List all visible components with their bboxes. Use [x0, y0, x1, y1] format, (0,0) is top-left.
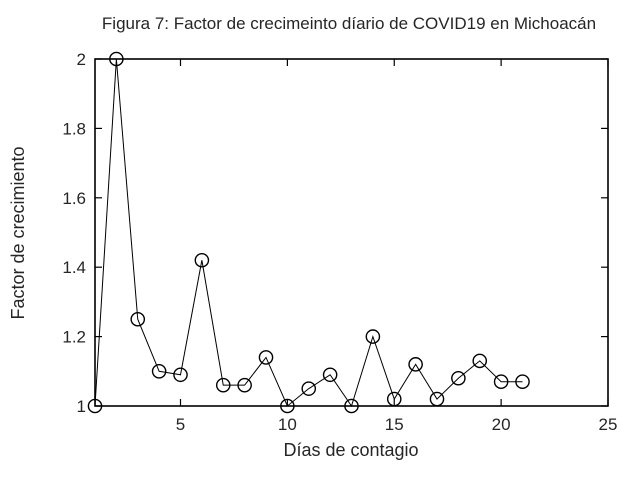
- plot-border: [94, 58, 609, 407]
- data-point: [87, 398, 103, 414]
- data-point: [493, 374, 509, 390]
- plot-frame: [94, 58, 609, 407]
- data-point: [173, 367, 188, 383]
- data-point: [365, 329, 381, 344]
- data-point: [344, 398, 359, 414]
- data-series: [87, 51, 530, 414]
- data-point: [130, 311, 146, 327]
- x-tick-label: 10: [278, 415, 297, 434]
- y-tick-label: 1.8: [62, 119, 86, 138]
- data-point: [472, 353, 488, 369]
- series-line: [94, 58, 523, 408]
- data-point: [280, 398, 295, 414]
- data-point: [386, 391, 402, 407]
- data-point: [451, 370, 466, 386]
- x-axis-label: Días de contagio: [283, 440, 418, 460]
- data-point: [151, 363, 167, 379]
- data-point: [215, 377, 231, 393]
- y-tick-label: 1.2: [62, 328, 86, 347]
- data-point: [237, 377, 252, 393]
- x-tick-label: 15: [385, 415, 404, 434]
- data-point: [194, 252, 210, 268]
- data-point: [109, 51, 124, 67]
- y-tick-label: 1.6: [62, 189, 86, 208]
- data-point: [515, 374, 530, 390]
- data-point: [322, 367, 338, 383]
- data-point: [429, 391, 445, 407]
- y-tick-label: 1.4: [62, 258, 86, 277]
- axis-ticks: [95, 58, 609, 407]
- data-point: [258, 350, 274, 365]
- tick-labels: 5 10 15 20 25 1 1.2 1.4 1.6 1.8 2: [62, 50, 617, 434]
- chart-title: Figura 7: Factor de crecimeinto díario d…: [102, 14, 596, 33]
- x-tick-label: 20: [492, 415, 511, 434]
- x-tick-label: 5: [176, 415, 185, 434]
- x-tick-label: 25: [599, 415, 618, 434]
- y-axis-label: Factor de crecimiento: [8, 146, 28, 319]
- data-point: [301, 381, 317, 396]
- y-tick-label: 1: [77, 397, 86, 416]
- data-point: [408, 357, 423, 372]
- y-tick-label: 2: [77, 50, 86, 69]
